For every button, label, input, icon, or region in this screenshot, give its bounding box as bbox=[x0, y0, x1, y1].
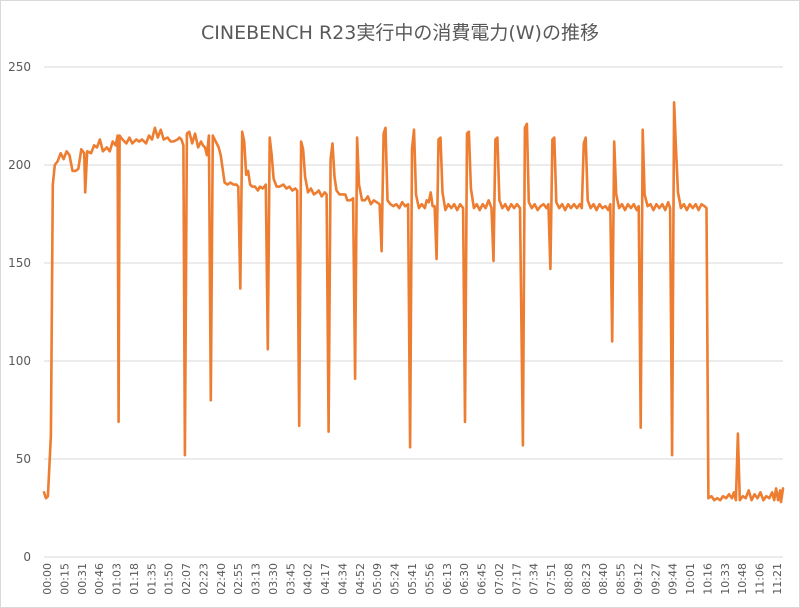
gridlines bbox=[44, 66, 783, 558]
x-axis-ticks: 00:00 00:15 00:31 00:46 01:03 01:18 01:35 01:50… bbox=[41, 563, 784, 595]
y-tick-label: 150 bbox=[8, 256, 31, 270]
x-tick-label: 10:33 bbox=[719, 563, 732, 595]
x-tick-label: 06:45 bbox=[476, 563, 489, 595]
x-tick-label: 07:34 bbox=[528, 563, 541, 595]
x-tick-label: 00:46 bbox=[93, 563, 106, 595]
x-tick-label: 01:50 bbox=[163, 563, 176, 595]
x-tick-label: 02:07 bbox=[180, 563, 193, 595]
x-tick-label: 04:02 bbox=[302, 563, 315, 595]
x-tick-label: 01:35 bbox=[145, 563, 158, 595]
x-tick-label: 09:44 bbox=[667, 563, 680, 595]
power-series-line bbox=[42, 101, 785, 504]
y-axis-ticks: 0 50 100 150 200 250 bbox=[8, 60, 31, 564]
x-tick-label: 05:41 bbox=[406, 563, 419, 595]
x-tick-label: 03:30 bbox=[267, 563, 280, 595]
x-tick-label: 04:52 bbox=[354, 563, 367, 595]
x-tick-label: 01:18 bbox=[128, 563, 141, 595]
x-tick-label: 02:40 bbox=[215, 563, 228, 595]
x-tick-label: 07:51 bbox=[545, 563, 558, 595]
x-tick-label: 00:00 bbox=[41, 563, 54, 595]
x-tick-label: 04:34 bbox=[336, 563, 349, 595]
x-tick-label: 07:02 bbox=[493, 563, 506, 595]
x-tick-label: 00:31 bbox=[76, 563, 89, 595]
x-tick-label: 02:23 bbox=[197, 563, 210, 595]
x-tick-label: 01:03 bbox=[111, 563, 124, 595]
x-tick-label: 08:40 bbox=[597, 563, 610, 595]
x-tick-label: 06:30 bbox=[458, 563, 471, 595]
x-tick-label: 10:01 bbox=[684, 563, 697, 595]
x-tick-label: 06:13 bbox=[441, 563, 454, 595]
x-tick-label: 11:06 bbox=[754, 563, 767, 595]
x-tick-label: 05:24 bbox=[389, 563, 402, 595]
x-tick-label: 02:55 bbox=[232, 563, 245, 595]
x-tick-label: 03:45 bbox=[284, 563, 297, 595]
y-tick-label: 0 bbox=[23, 550, 31, 564]
y-tick-label: 200 bbox=[8, 158, 31, 172]
y-tick-label: 50 bbox=[16, 452, 31, 466]
x-tick-label: 10:16 bbox=[701, 563, 714, 595]
x-tick-label: 03:13 bbox=[250, 563, 263, 595]
y-tick-label: 100 bbox=[8, 354, 31, 368]
x-tick-label: 04:17 bbox=[319, 563, 332, 595]
x-tick-label: 05:56 bbox=[423, 563, 436, 595]
x-tick-label: 08:55 bbox=[615, 563, 628, 595]
x-tick-label: 08:08 bbox=[562, 563, 575, 595]
x-tick-label: 08:23 bbox=[580, 563, 593, 595]
x-tick-label: 07:17 bbox=[510, 563, 523, 595]
x-tick-label: 09:12 bbox=[632, 563, 645, 595]
x-tick-label: 11:21 bbox=[771, 563, 784, 595]
x-tick-label: 00:15 bbox=[58, 563, 71, 595]
x-tick-label: 09:27 bbox=[649, 563, 662, 595]
chart-title: CINEBENCH R23実行中の消費電力(W)の推移 bbox=[201, 22, 599, 44]
y-tick-label: 250 bbox=[8, 60, 31, 74]
x-tick-label: 05:09 bbox=[371, 563, 384, 595]
x-tick-label: 10:48 bbox=[736, 563, 749, 595]
